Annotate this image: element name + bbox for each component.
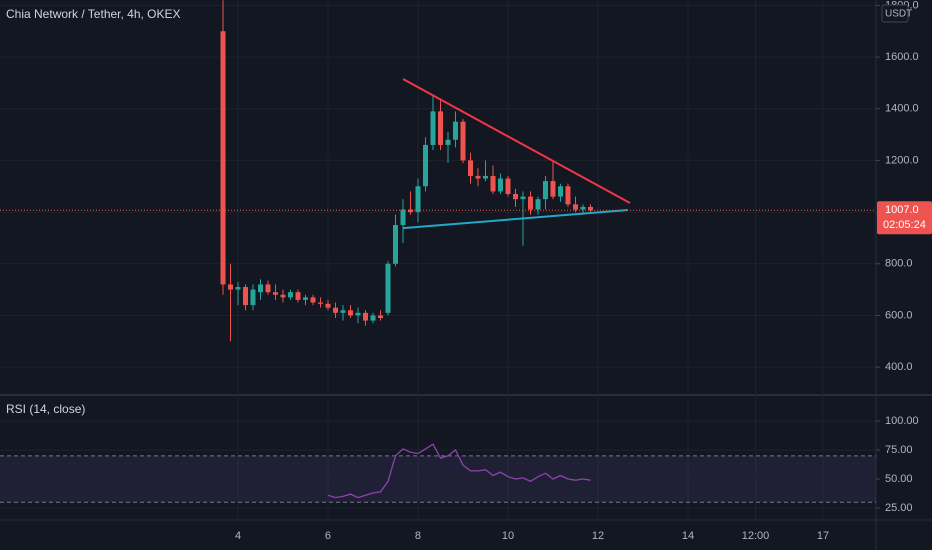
candle-body: [362, 312, 368, 321]
candle-body: [445, 139, 451, 145]
rsi-line: [327, 443, 591, 499]
x-tick-label: 10: [502, 530, 514, 542]
candle-body: [250, 289, 256, 306]
candle-body: [550, 181, 556, 197]
candle-body: [415, 186, 421, 213]
candle-body: [542, 181, 548, 200]
candle-body: [558, 186, 564, 197]
candle-body: [513, 194, 519, 200]
candle-body: [482, 175, 488, 179]
x-tick-label: 12: [592, 530, 604, 542]
x-tick-label: 4: [235, 530, 241, 542]
candle-body: [572, 204, 578, 210]
chart-title: Chia Network / Tether, 4h, OKEX: [6, 7, 181, 21]
countdown: 02:05:24: [883, 219, 926, 231]
candle-body: [265, 284, 271, 293]
candle-body: [258, 284, 264, 293]
candle-body: [325, 303, 331, 308]
candle-body: [565, 186, 571, 205]
candle-body: [475, 175, 481, 179]
y-tick-label: 50.00: [885, 473, 913, 485]
candle-body: [333, 307, 339, 313]
candle-body: [460, 121, 466, 161]
y-tick-label: 25.00: [885, 502, 913, 514]
y-tick-label: 800.0: [885, 258, 913, 270]
candle-body: [490, 175, 496, 192]
candle-body: [505, 178, 511, 195]
last-price-label: 1007.0: [885, 204, 919, 216]
candle-body: [288, 292, 294, 298]
candle-body: [527, 196, 533, 210]
candle-body: [520, 196, 526, 200]
candle-body: [355, 312, 361, 316]
x-tick-label: 8: [415, 530, 421, 542]
y-tick-label: 100.00: [885, 415, 919, 427]
candle-body: [452, 121, 458, 140]
last-price-box: [877, 201, 932, 235]
candle-body: [370, 315, 376, 321]
candle-body: [302, 297, 308, 300]
candle-body: [340, 310, 346, 313]
candle-body: [400, 209, 406, 226]
trendline: [402, 209, 629, 230]
candle-body: [243, 287, 249, 306]
candle-body: [280, 294, 286, 298]
candle-body: [430, 111, 436, 145]
y-tick-label: 75.00: [885, 444, 913, 456]
y-tick-label: 600.0: [885, 309, 913, 321]
y-tick-label: 1400.0: [885, 103, 919, 115]
candle-body: [227, 284, 233, 290]
candle-body: [385, 263, 391, 313]
candle-body: [580, 206, 586, 210]
candle-body: [295, 292, 301, 300]
candle-body: [407, 209, 413, 213]
candle-body: [535, 199, 541, 210]
candle-body: [437, 111, 443, 145]
candle-body: [220, 31, 226, 285]
candle-body: [310, 297, 316, 303]
candle-body: [378, 315, 384, 319]
x-tick-label: 6: [325, 530, 331, 542]
candle-body: [347, 310, 353, 316]
candle-body: [497, 178, 503, 192]
candle-body: [587, 206, 593, 211]
candle-body: [468, 160, 474, 176]
trendline: [402, 78, 631, 204]
candle-body: [317, 302, 323, 304]
candle-body: [272, 292, 278, 295]
y-tick-label: 400.0: [885, 361, 913, 373]
currency-label: USDT: [885, 9, 912, 20]
candle-body: [423, 144, 429, 187]
x-tick-label: 12:00: [742, 530, 770, 542]
candle-body: [392, 225, 398, 264]
x-tick-label: 14: [682, 530, 694, 542]
candle-body: [235, 287, 241, 290]
x-tick-label: 17: [817, 530, 829, 542]
y-tick-label: 1200.0: [885, 154, 919, 166]
indicator-title: RSI (14, close): [6, 402, 85, 416]
y-tick-label: 1600.0: [885, 51, 919, 63]
currency-box: [881, 4, 909, 23]
